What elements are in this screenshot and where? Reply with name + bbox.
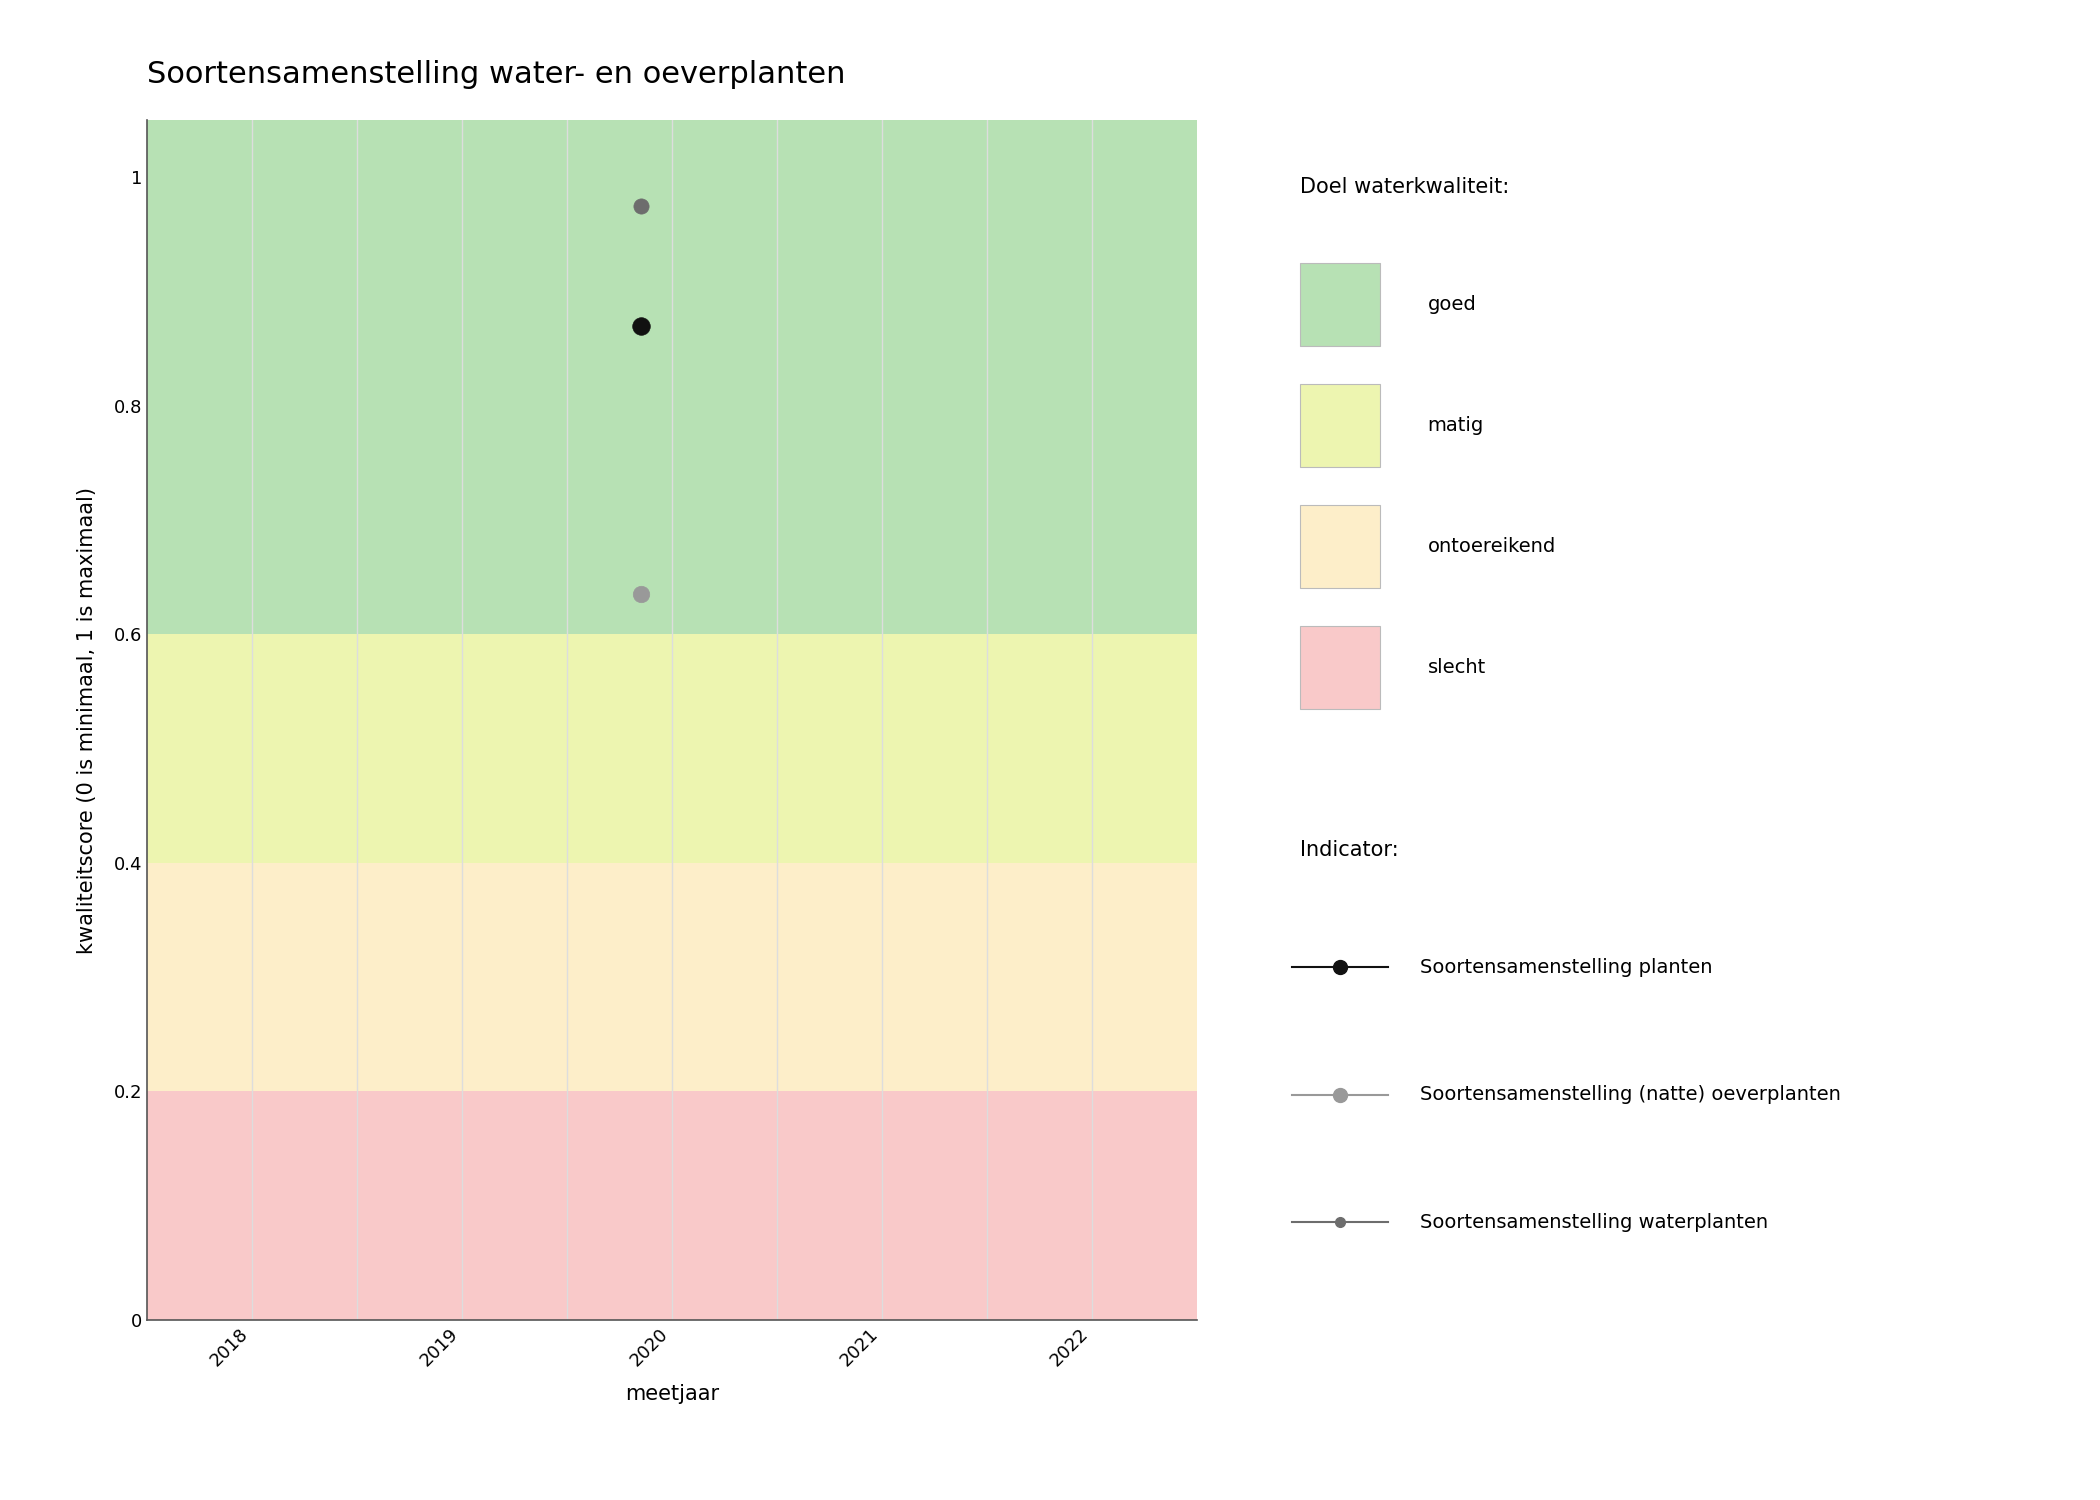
- Bar: [1300, 627, 1380, 710]
- Bar: [1300, 262, 1380, 346]
- Bar: [147, 634, 1197, 862]
- Point: [624, 314, 657, 338]
- Point: [1323, 1210, 1357, 1234]
- Bar: [1300, 506, 1380, 588]
- Text: ontoereikend: ontoereikend: [1428, 537, 1556, 556]
- Bar: [147, 120, 1197, 634]
- Bar: [1300, 384, 1380, 466]
- Text: Soortensamenstelling (natte) oeverplanten: Soortensamenstelling (natte) oeverplante…: [1420, 1086, 1840, 1104]
- Text: matig: matig: [1428, 416, 1485, 435]
- Text: Soortensamenstelling water- en oeverplanten: Soortensamenstelling water- en oeverplan…: [147, 60, 846, 88]
- Text: Doel waterkwaliteit:: Doel waterkwaliteit:: [1300, 177, 1510, 197]
- Text: Indicator:: Indicator:: [1300, 840, 1399, 860]
- Text: goed: goed: [1428, 296, 1476, 314]
- Text: slecht: slecht: [1428, 658, 1487, 678]
- Point: [1323, 956, 1357, 980]
- X-axis label: meetjaar: meetjaar: [626, 1384, 718, 1404]
- Bar: [147, 862, 1197, 1092]
- Text: Soortensamenstelling planten: Soortensamenstelling planten: [1420, 958, 1712, 976]
- Bar: [147, 1092, 1197, 1320]
- Point: [1323, 1083, 1357, 1107]
- Point: [624, 582, 657, 606]
- Text: Soortensamenstelling waterplanten: Soortensamenstelling waterplanten: [1420, 1214, 1768, 1231]
- Point: [624, 194, 657, 217]
- Y-axis label: kwaliteitscore (0 is minimaal, 1 is maximaal): kwaliteitscore (0 is minimaal, 1 is maxi…: [78, 486, 97, 954]
